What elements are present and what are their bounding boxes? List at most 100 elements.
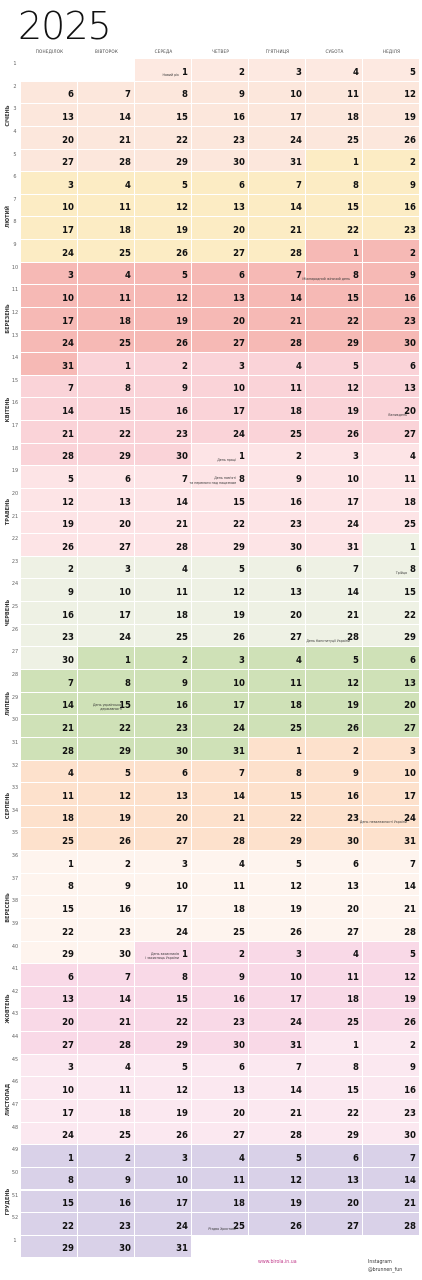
day-cell[interactable]: 19	[135, 217, 191, 240]
day-cell[interactable]: 31	[135, 1235, 191, 1258]
day-cell[interactable]: 16	[192, 986, 248, 1009]
day-cell[interactable]: 10	[192, 670, 248, 692]
day-cell[interactable]: 15	[192, 488, 248, 511]
day-cell[interactable]: 14	[363, 1167, 419, 1190]
day-cell[interactable]: 15	[135, 104, 191, 126]
day-cell[interactable]: 15	[21, 1190, 77, 1213]
day-cell[interactable]: 16	[21, 602, 77, 624]
day-cell[interactable]: 17	[306, 488, 362, 511]
day-cell[interactable]: 12	[249, 1167, 305, 1190]
day-cell[interactable]: 30	[363, 330, 419, 353]
day-cell[interactable]: 29	[192, 534, 248, 556]
day-cell[interactable]: 10	[21, 194, 77, 217]
day-cell[interactable]: 13	[21, 986, 77, 1009]
day-cell[interactable]: 27	[306, 1213, 362, 1235]
day-cell[interactable]: 14	[21, 692, 77, 715]
day-cell[interactable]: 28	[249, 240, 305, 262]
day-cell[interactable]: 19	[78, 805, 134, 828]
day-cell[interactable]: 5	[78, 760, 134, 783]
day-cell[interactable]: 28	[78, 149, 134, 172]
day-cell[interactable]: 3	[192, 353, 248, 375]
day-cell[interactable]: 25	[363, 511, 419, 534]
day-cell[interactable]: 29	[78, 737, 134, 760]
day-cell[interactable]: 9	[135, 670, 191, 692]
day-cell[interactable]: 21	[78, 1009, 134, 1032]
day-cell[interactable]: 21	[21, 421, 77, 443]
day-cell[interactable]: 25	[21, 828, 77, 851]
day-cell[interactable]: 3	[192, 647, 248, 669]
day-cell[interactable]: 1 Новий рік	[135, 59, 191, 81]
day-cell[interactable]: 15	[21, 896, 77, 918]
day-cell[interactable]: 20	[306, 896, 362, 918]
day-cell[interactable]: 11	[78, 194, 134, 217]
day-cell[interactable]: 23	[306, 805, 362, 828]
day-cell[interactable]: 20	[192, 307, 248, 330]
day-cell[interactable]: 20	[21, 126, 77, 149]
day-cell[interactable]: 28	[21, 443, 77, 466]
day-cell[interactable]: 11	[249, 670, 305, 692]
day-cell[interactable]: 14	[363, 873, 419, 896]
day-cell[interactable]: 14	[249, 285, 305, 307]
day-cell[interactable]: 17	[192, 398, 248, 421]
day-cell[interactable]: 13	[192, 194, 248, 217]
day-cell[interactable]: 8	[306, 1054, 362, 1077]
day-cell[interactable]: 9	[249, 466, 305, 488]
day-cell[interactable]: 2	[192, 941, 248, 964]
day-cell[interactable]: 16	[135, 692, 191, 715]
day-cell[interactable]: 17	[135, 896, 191, 918]
day-cell[interactable]: 17	[249, 986, 305, 1009]
day-cell[interactable]: 27	[192, 330, 248, 353]
day-cell[interactable]: 25	[78, 1122, 134, 1145]
day-cell[interactable]: 12	[306, 375, 362, 398]
day-cell[interactable]: 20	[249, 602, 305, 624]
day-cell[interactable]: 13	[192, 1077, 248, 1099]
day-cell[interactable]: 3	[21, 1054, 77, 1077]
day-cell[interactable]: 31	[363, 828, 419, 851]
day-cell[interactable]: 5	[135, 262, 191, 285]
day-cell[interactable]: 13	[363, 375, 419, 398]
day-cell[interactable]: 26	[363, 126, 419, 149]
day-cell[interactable]: 18	[78, 1099, 134, 1122]
day-cell[interactable]: 22	[363, 602, 419, 624]
day-cell[interactable]: 30	[306, 828, 362, 851]
day-cell[interactable]: 12	[192, 579, 248, 602]
day-cell[interactable]: 15 День української державності	[78, 692, 134, 715]
day-cell[interactable]: 27	[192, 1122, 248, 1145]
day-cell[interactable]: 13	[363, 670, 419, 692]
day-cell[interactable]: 13	[192, 285, 248, 307]
day-cell[interactable]: 31	[249, 1032, 305, 1054]
day-cell[interactable]: 7	[363, 851, 419, 873]
day-cell[interactable]: 24	[249, 1009, 305, 1032]
day-cell[interactable]: 14	[135, 488, 191, 511]
day-cell[interactable]: 3	[249, 59, 305, 81]
day-cell[interactable]: 12	[306, 670, 362, 692]
day-cell[interactable]: 18	[192, 1190, 248, 1213]
day-cell[interactable]: 15	[135, 986, 191, 1009]
day-cell[interactable]: 2	[363, 240, 419, 262]
day-cell[interactable]: 1	[306, 240, 362, 262]
day-cell[interactable]: 15	[363, 579, 419, 602]
day-cell[interactable]: 21	[249, 217, 305, 240]
day-cell[interactable]: 16	[363, 1077, 419, 1099]
day-cell[interactable]: 20	[363, 692, 419, 715]
day-cell[interactable]: 4	[135, 556, 191, 579]
day-cell[interactable]: 27	[363, 715, 419, 737]
day-cell[interactable]: 29	[21, 1235, 77, 1258]
day-cell[interactable]: 11	[78, 1077, 134, 1099]
day-cell[interactable]: 20 Великдень	[363, 398, 419, 421]
day-cell[interactable]: 17	[21, 217, 77, 240]
day-cell[interactable]: 29	[306, 330, 362, 353]
day-cell[interactable]: 11	[21, 783, 77, 805]
day-cell[interactable]: 14	[306, 579, 362, 602]
day-cell[interactable]: 16	[363, 285, 419, 307]
day-cell[interactable]: 2	[363, 1032, 419, 1054]
day-cell[interactable]: 10	[21, 1077, 77, 1099]
day-cell[interactable]: 29	[135, 1032, 191, 1054]
day-cell[interactable]: 8	[78, 375, 134, 398]
day-cell[interactable]: 19	[249, 1190, 305, 1213]
day-cell[interactable]: 4	[363, 443, 419, 466]
day-cell[interactable]: 27	[135, 828, 191, 851]
day-cell[interactable]: 29	[306, 1122, 362, 1145]
day-cell[interactable]: 9	[192, 964, 248, 986]
day-cell[interactable]: 7	[249, 262, 305, 285]
